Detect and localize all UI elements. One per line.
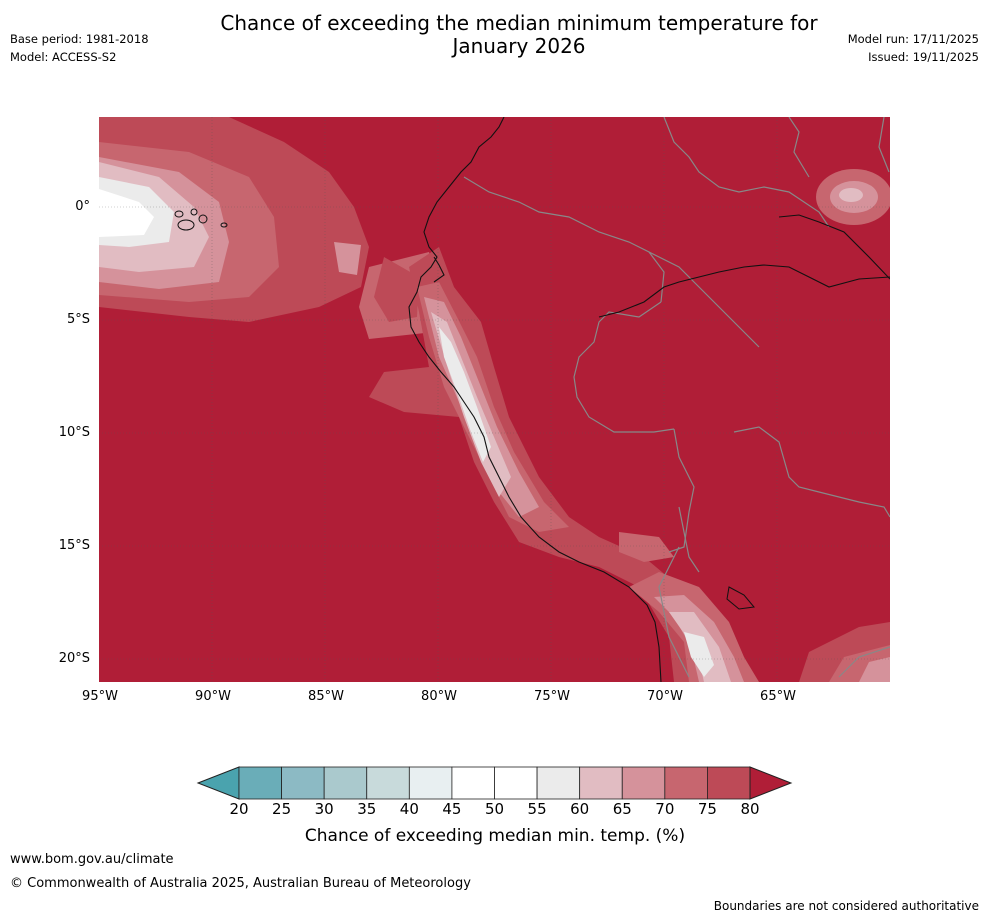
model-name: Model: ACCESS-S2 [10, 50, 117, 64]
colorbar-tick-label: 65 [612, 800, 632, 818]
graticule [99, 117, 890, 682]
coastal-anomaly-band [369, 247, 759, 682]
colorbar-bin [621, 766, 666, 800]
colorbar-bin [238, 766, 282, 800]
lat-tick-15s: 15°S [58, 538, 90, 553]
lon-tick-80w: 80°W [421, 689, 457, 704]
map-title: Chance of exceeding the median minimum t… [220, 11, 818, 58]
colorbar-over-arrow [749, 766, 793, 800]
colorbar-under-arrow [196, 766, 240, 800]
southeast-anomaly-zone [799, 622, 890, 682]
lat-tick-5s: 5°S [66, 312, 90, 327]
lon-tick-65w: 65°W [760, 689, 796, 704]
lon-tick-70w: 70°W [647, 689, 683, 704]
base-period: Base period: 1981-2018 [10, 32, 149, 46]
lon-tick-95w: 95°W [82, 689, 118, 704]
model-run-date: Model run: 17/11/2025 [847, 32, 979, 46]
boundary-disclaimer: Boundaries are not considered authoritat… [713, 899, 979, 913]
colorbar-bin [494, 766, 538, 800]
colorbar-bin [536, 766, 581, 800]
copyright-notice: © Commonwealth of Australia 2025, Austra… [10, 876, 471, 891]
header-left: Base period: 1981-2018 Model: ACCESS-S2 [10, 30, 149, 66]
lat-tick-20s: 20°S [58, 651, 90, 666]
colorbar-bins [238, 766, 751, 800]
colorbar-tick-label: 75 [697, 800, 717, 818]
coastline [408, 117, 890, 682]
colorbar-bin [281, 766, 325, 800]
lon-tick-90w: 90°W [195, 689, 231, 704]
colorbar-tick-label: 35 [357, 800, 377, 818]
probability-map [99, 117, 890, 682]
colorbar-tick-label: 80 [740, 800, 760, 818]
colorbar-bin [323, 766, 368, 800]
colorbar-bin [664, 766, 708, 800]
website-link[interactable]: www.bom.gov.au/climate [10, 852, 174, 867]
colorbar-tick-label: 30 [314, 800, 334, 818]
lat-tick-0: 0° [75, 199, 90, 214]
colorbar [196, 766, 793, 800]
issued-date: Issued: 19/11/2025 [868, 50, 979, 64]
colorbar-tick-label: 70 [655, 800, 675, 818]
colorbar-bin [579, 766, 623, 800]
colorbar-label: Chance of exceeding median min. temp. (%… [304, 826, 686, 846]
colorbar-bin [408, 766, 453, 800]
galapagos-islands [174, 208, 228, 231]
header-right: Model run: 17/11/2025 Issued: 19/11/2025 [848, 30, 979, 66]
ocean-anomaly-zone [99, 117, 439, 339]
northeast-anomaly-zone [816, 169, 890, 225]
colorbar-tick-label: 45 [442, 800, 462, 818]
lon-tick-85w: 85°W [308, 689, 344, 704]
colorbar-tick-label: 25 [272, 800, 292, 818]
lon-tick-75w: 75°W [534, 689, 570, 704]
colorbar-bin [451, 766, 495, 800]
colorbar-tick-label: 55 [527, 800, 547, 818]
lake-titicaca [726, 586, 755, 610]
lat-tick-10s: 10°S [58, 425, 90, 440]
colorbar-tick-label: 20 [229, 800, 249, 818]
colorbar-tick-label: 40 [399, 800, 419, 818]
colorbar-tick-label: 60 [570, 800, 590, 818]
colorbar-tick-label: 50 [484, 800, 505, 818]
colorbar-bin [707, 766, 751, 800]
colorbar-bin [366, 766, 410, 800]
